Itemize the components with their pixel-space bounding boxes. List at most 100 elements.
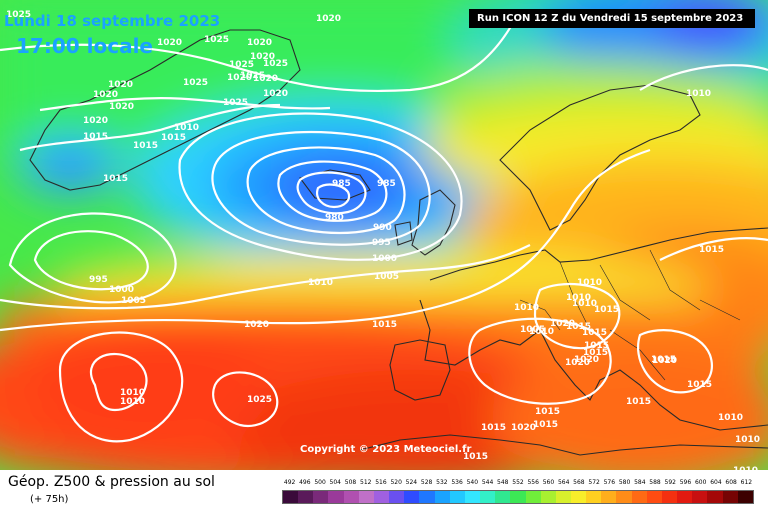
- scale-label: 500: [314, 479, 326, 486]
- valid-date: Lundi 18 septembre 2023: [4, 12, 221, 30]
- isobars: [0, 9, 768, 443]
- scale-swatch: [510, 491, 526, 503]
- pressure-label: 1005: [374, 272, 399, 282]
- pressure-label: 1010: [686, 89, 711, 99]
- scale-swatch: [480, 491, 496, 503]
- scale-label: 588: [649, 479, 661, 486]
- pressure-label: 1015: [161, 133, 186, 143]
- scale-swatch: [389, 491, 405, 503]
- pressure-label: 1005: [121, 296, 146, 306]
- north-africa-coast: [359, 434, 768, 456]
- iceland-coast: [299, 169, 371, 201]
- valid-time: 17:00 locale: [16, 34, 153, 58]
- scale-swatch: [707, 491, 723, 503]
- scale-swatch: [737, 491, 753, 503]
- scale-label: 584: [634, 479, 646, 486]
- pressure-label: 1020: [83, 116, 108, 126]
- scale-label: 564: [557, 479, 570, 486]
- pressure-label: 1015: [687, 380, 712, 390]
- scale-swatch: [586, 491, 602, 503]
- pressure-label: 1010: [174, 123, 199, 133]
- pressure-label: 990: [373, 223, 392, 233]
- pressure-label: 1020: [93, 90, 118, 100]
- scale-swatch: [449, 491, 465, 503]
- scale-swatch: [661, 491, 678, 503]
- iberia-coast: [389, 339, 451, 401]
- pressure-label: 1015: [372, 320, 397, 330]
- scale-swatch: [495, 491, 511, 503]
- pressure-label: 1000: [109, 285, 134, 295]
- scale-swatch: [298, 491, 314, 503]
- pressure-label: 1025: [263, 59, 288, 69]
- pressure-label: 1015: [133, 141, 158, 151]
- scale-label: 508: [344, 479, 357, 486]
- pressure-label: 1010: [308, 278, 333, 288]
- pressure-label: 985: [332, 179, 351, 189]
- pressure-label: 1015: [584, 341, 609, 351]
- pressure-label: 1005: [520, 325, 545, 335]
- pressure-label: 1010: [572, 299, 597, 309]
- scale-label: 516: [375, 479, 387, 486]
- scale-swatch: [373, 491, 390, 503]
- pressure-label: 1025: [204, 35, 229, 45]
- color-scale: [282, 490, 754, 504]
- scale-swatch: [692, 491, 708, 503]
- scale-label: 532: [436, 479, 448, 486]
- scale-label: 576: [603, 479, 616, 486]
- scale-swatch: [283, 491, 299, 503]
- scale-label: 560: [542, 479, 555, 486]
- scale-swatch: [464, 491, 481, 503]
- pressure-label: 985: [377, 179, 396, 189]
- pressure-label: 1010: [735, 435, 760, 445]
- run-info: Run ICON 12 Z du Vendredi 15 septembre 2…: [469, 9, 755, 28]
- pressure-label: 1015: [651, 355, 676, 365]
- scale-label: 528: [420, 479, 433, 486]
- scale-swatch: [555, 491, 571, 503]
- pressure-label: 1020: [316, 14, 341, 24]
- pressure-label: 1015: [594, 305, 619, 315]
- pressure-label: 995: [89, 275, 108, 285]
- scale-swatch: [616, 491, 632, 503]
- scale-labels: 492 496 500 504 508 512 516 520 524 528 532 536 540 5…: [282, 479, 754, 488]
- scale-swatch: [328, 491, 344, 503]
- pressure-label: 1010: [120, 388, 145, 398]
- pressure-label: 1025: [223, 98, 248, 108]
- chart-title: Géop. Z500 & pression au sol: [8, 474, 215, 490]
- scale-label: 540: [466, 479, 479, 486]
- pressure-label: 1015: [626, 397, 651, 407]
- pressure-label: 1015: [481, 423, 506, 433]
- pressure-label: 1010: [529, 327, 554, 337]
- scale-label: 604: [710, 479, 722, 486]
- scale-swatch: [601, 491, 617, 503]
- pressure-label: 1025: [240, 71, 265, 81]
- pressure-label: 1015: [699, 245, 724, 255]
- pressure-label: 1010: [733, 466, 758, 470]
- scale-label: 536: [451, 479, 463, 486]
- pressure-label: 1010: [718, 413, 743, 423]
- pressure-label: 1010: [566, 293, 591, 303]
- scale-swatch: [540, 491, 556, 503]
- pressure-label: 1025: [183, 78, 208, 88]
- scale-swatch: [434, 491, 450, 503]
- pressure-label: 1010: [577, 278, 602, 288]
- scale-label: 548: [497, 479, 509, 486]
- pressure-label: 1015: [566, 322, 591, 332]
- pressure-label: 1025: [247, 395, 272, 405]
- scale-label: 524: [405, 479, 418, 486]
- pressure-label: 1020: [511, 423, 536, 433]
- scale-label: 544: [481, 479, 494, 486]
- scale-swatch: [404, 491, 420, 503]
- pressure-label: 1000: [372, 254, 397, 264]
- pressure-label: 1020: [244, 320, 269, 330]
- scale-label: 512: [360, 479, 372, 486]
- pressure-label: 1020: [565, 358, 590, 368]
- pressure-label: 1010: [120, 397, 145, 407]
- pressure-label: 980: [325, 213, 344, 223]
- lead-time: (+ 75h): [30, 494, 69, 505]
- scale-swatch: [343, 491, 359, 503]
- scale-swatch: [722, 491, 738, 503]
- pressure-label: 1020: [574, 355, 599, 365]
